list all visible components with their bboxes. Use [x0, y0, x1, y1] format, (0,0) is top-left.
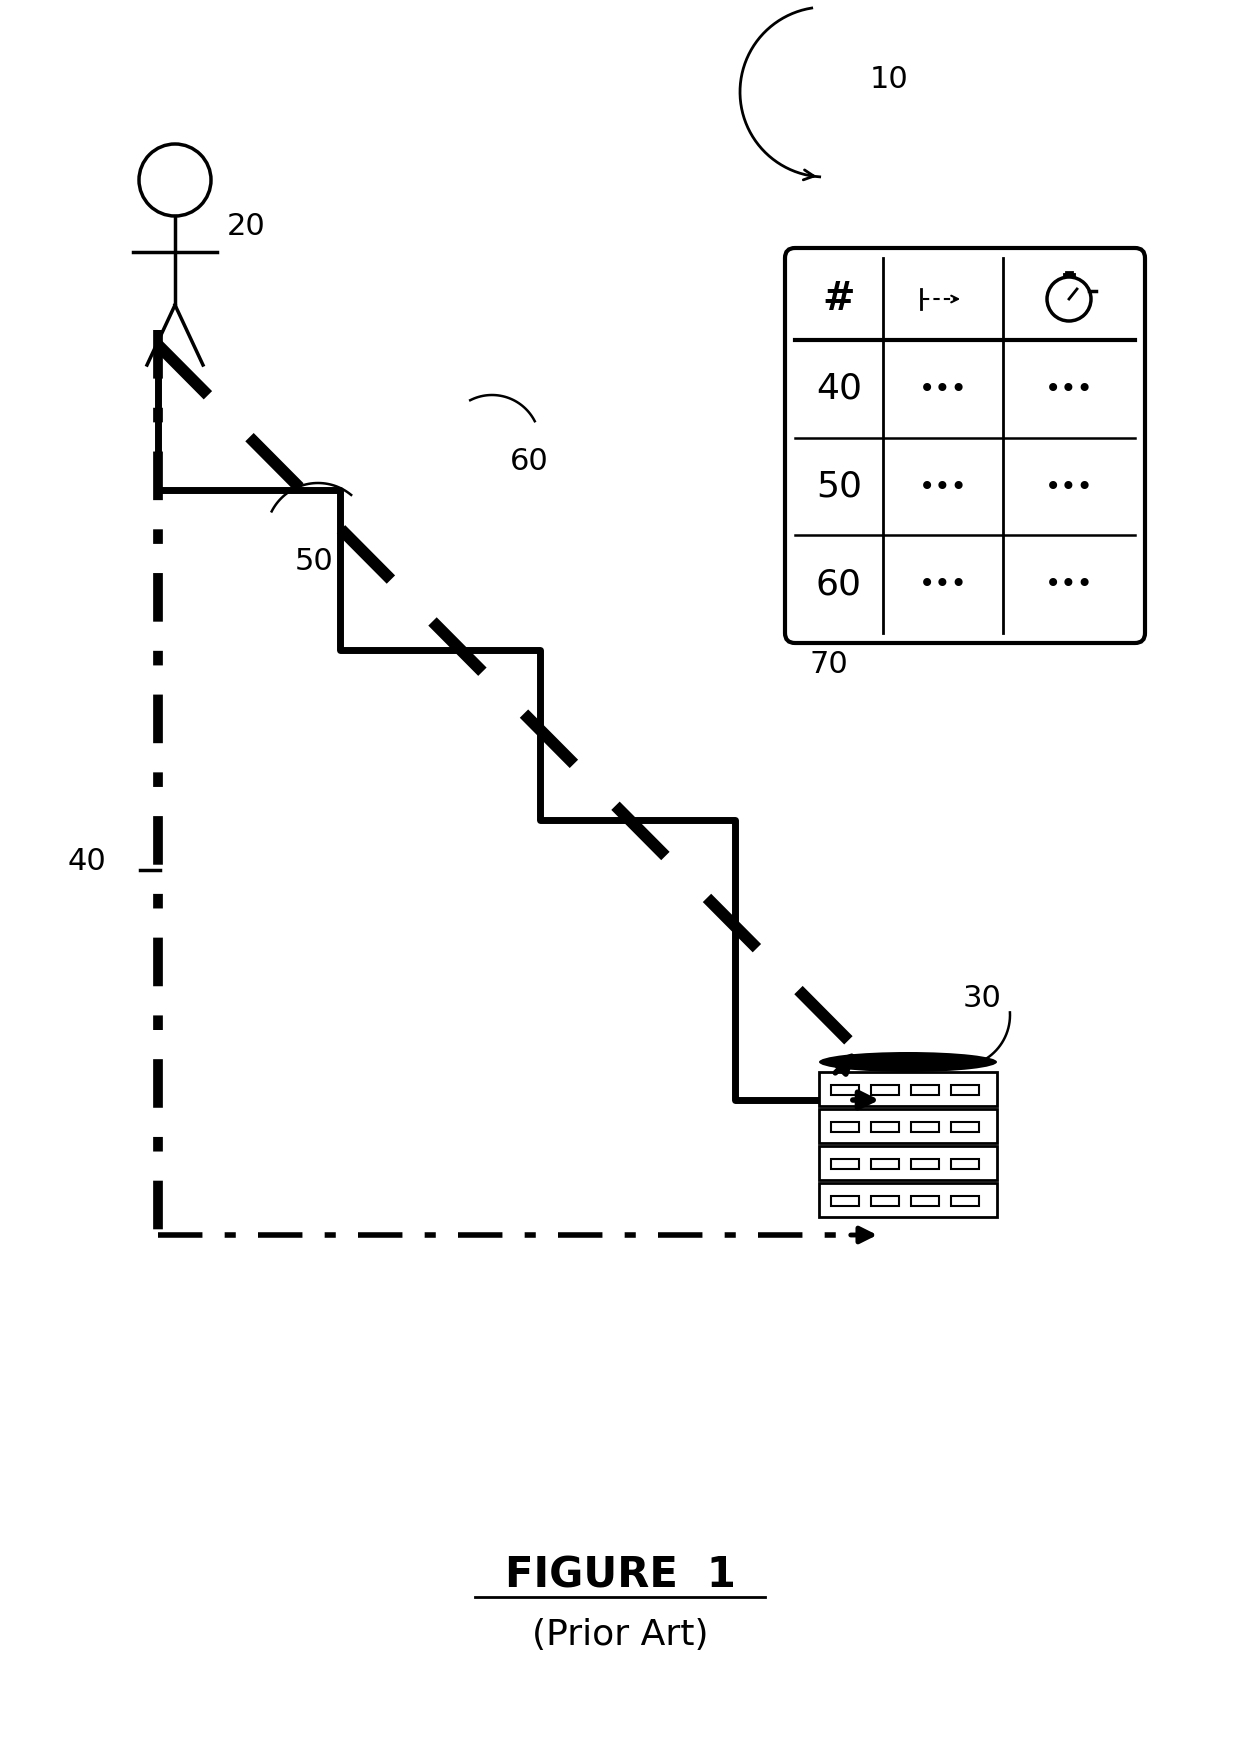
FancyBboxPatch shape [818, 1109, 997, 1143]
Text: •••: ••• [919, 472, 967, 500]
Bar [951, 1158, 980, 1169]
FancyBboxPatch shape [818, 1183, 997, 1218]
Text: 10: 10 [870, 65, 909, 94]
Text: •••: ••• [1044, 376, 1094, 404]
Bar [831, 1158, 859, 1169]
Bar [911, 1197, 939, 1205]
Text: •••: ••• [919, 570, 967, 597]
Bar [951, 1085, 980, 1095]
Bar [951, 1197, 980, 1205]
Text: #: # [823, 280, 856, 318]
Bar [870, 1158, 899, 1169]
Text: 40: 40 [68, 847, 107, 875]
Bar [870, 1197, 899, 1205]
Text: 50: 50 [816, 470, 862, 503]
Text: 20: 20 [227, 211, 265, 241]
Text: 40: 40 [816, 372, 862, 405]
Ellipse shape [818, 1052, 997, 1073]
Text: 30: 30 [963, 984, 1002, 1013]
Text: (Prior Art): (Prior Art) [532, 1618, 708, 1653]
Text: •••: ••• [1044, 570, 1094, 597]
Bar [831, 1197, 859, 1205]
Text: •••: ••• [1044, 472, 1094, 500]
Bar [911, 1158, 939, 1169]
FancyBboxPatch shape [818, 1073, 997, 1106]
Text: FIGURE  1: FIGURE 1 [505, 1555, 735, 1597]
Bar [870, 1085, 899, 1095]
Text: 50: 50 [295, 547, 334, 577]
Text: 70: 70 [810, 650, 848, 680]
Bar [911, 1085, 939, 1095]
FancyBboxPatch shape [818, 1146, 997, 1179]
Bar [870, 1122, 899, 1132]
Bar [831, 1085, 859, 1095]
Bar [911, 1122, 939, 1132]
Bar [831, 1122, 859, 1132]
Text: •••: ••• [919, 376, 967, 404]
Bar [951, 1122, 980, 1132]
FancyBboxPatch shape [785, 248, 1145, 643]
Text: 60: 60 [816, 568, 862, 601]
Text: 60: 60 [510, 447, 549, 475]
